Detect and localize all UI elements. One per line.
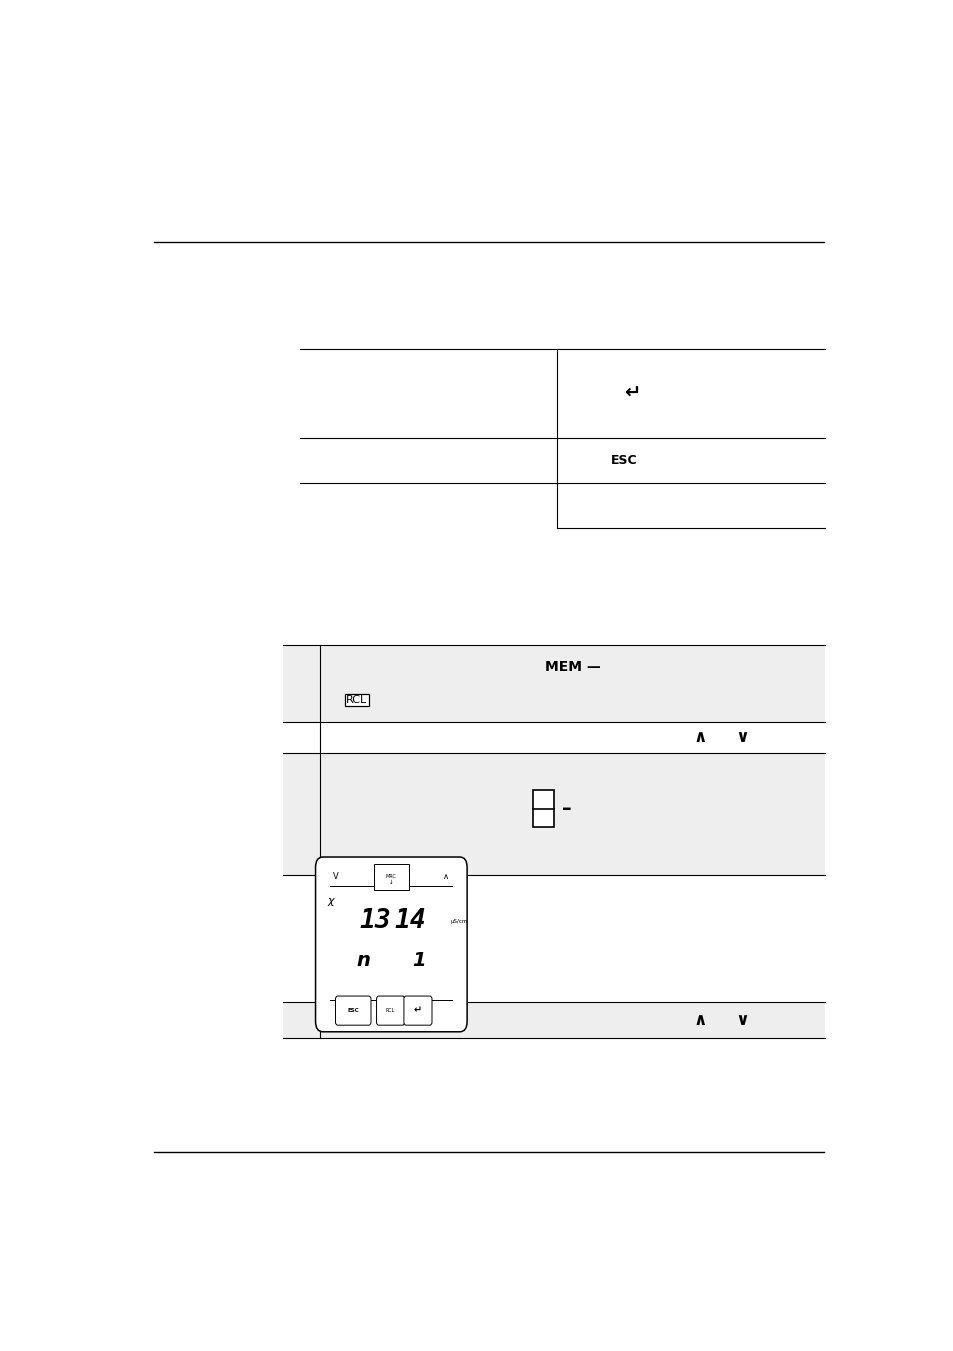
Text: ESC: ESC <box>610 454 637 466</box>
Text: MRC: MRC <box>386 874 396 880</box>
Text: RCL: RCL <box>346 694 367 705</box>
Text: 13: 13 <box>359 908 391 935</box>
Text: ↵: ↵ <box>414 1005 421 1016</box>
FancyBboxPatch shape <box>403 996 432 1025</box>
FancyBboxPatch shape <box>376 996 404 1025</box>
FancyBboxPatch shape <box>315 857 467 1032</box>
Text: ↵: ↵ <box>623 384 639 403</box>
Bar <box>283 753 824 874</box>
Text: 1: 1 <box>413 951 426 970</box>
Bar <box>533 790 553 827</box>
Text: –: – <box>562 800 572 819</box>
Text: μS/cm: μS/cm <box>451 919 468 924</box>
Text: ∧     ∨: ∧ ∨ <box>693 728 749 746</box>
FancyBboxPatch shape <box>335 996 371 1025</box>
Text: ∧: ∧ <box>443 873 449 881</box>
Text: V: V <box>333 873 338 881</box>
Bar <box>283 644 824 721</box>
Text: ↓: ↓ <box>389 881 394 885</box>
Bar <box>283 1001 824 1038</box>
Bar <box>374 863 409 890</box>
Text: MEM —: MEM — <box>544 659 600 674</box>
Text: ∧     ∨: ∧ ∨ <box>693 1011 749 1029</box>
Text: χ: χ <box>327 896 334 907</box>
Text: n: n <box>355 951 370 970</box>
Text: RCL: RCL <box>386 1008 395 1013</box>
Text: ESC: ESC <box>347 1008 358 1013</box>
Bar <box>283 721 824 753</box>
Text: 14: 14 <box>394 908 425 935</box>
